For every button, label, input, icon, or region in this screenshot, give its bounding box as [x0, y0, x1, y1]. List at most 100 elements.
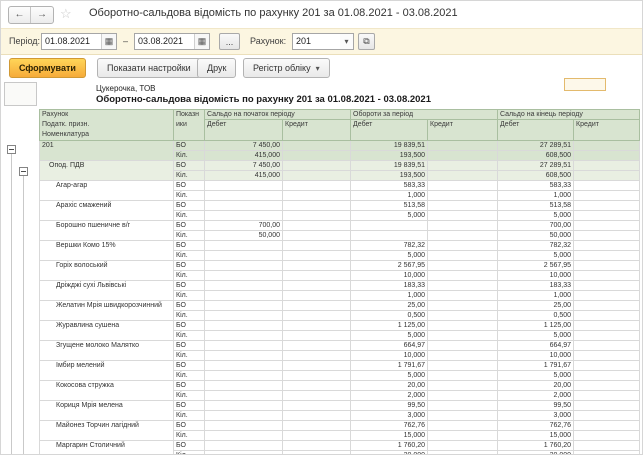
indicator-cell[interactable]: БО	[173, 200, 205, 211]
value-cell[interactable]: 664,97	[497, 340, 575, 351]
value-cell[interactable]: 1 760,20	[350, 440, 429, 451]
value-cell[interactable]	[204, 300, 283, 311]
value-cell[interactable]	[427, 180, 499, 191]
item-name-cell[interactable]: Кориця Мрія мелена	[39, 400, 174, 421]
value-cell[interactable]	[281, 390, 352, 401]
value-cell[interactable]	[427, 190, 499, 201]
value-cell[interactable]	[573, 450, 641, 454]
value-cell[interactable]: 10,000	[350, 350, 429, 361]
value-cell[interactable]: 415,000	[204, 170, 283, 181]
value-cell[interactable]	[281, 180, 352, 191]
register-menu-button[interactable]: Регістр обліку ▾	[243, 58, 330, 78]
indicator-cell[interactable]: БО	[173, 340, 205, 351]
value-cell[interactable]: 5,000	[350, 330, 429, 341]
account-value[interactable]: 201	[296, 36, 312, 46]
value-cell[interactable]: 183,33	[497, 280, 575, 291]
value-cell[interactable]	[427, 250, 499, 261]
value-cell[interactable]	[281, 360, 352, 371]
value-cell[interactable]: 5,000	[350, 370, 429, 381]
forward-icon[interactable]: →	[31, 7, 53, 23]
item-name-cell[interactable]: Кокосова стружка	[39, 380, 174, 401]
value-cell[interactable]	[281, 200, 352, 211]
indicator-cell[interactable]: Кіл.	[173, 430, 205, 441]
date-to-value[interactable]: 03.08.2021	[138, 36, 184, 46]
value-cell[interactable]	[281, 160, 352, 171]
indicator-cell[interactable]: БО	[173, 280, 205, 291]
indicator-cell[interactable]: Кіл.	[173, 450, 205, 454]
value-cell[interactable]	[204, 320, 283, 331]
item-name-cell[interactable]: Борошно пшеничне в/г	[39, 220, 174, 241]
value-cell[interactable]: 0,500	[497, 310, 575, 321]
value-cell[interactable]	[573, 190, 641, 201]
value-cell[interactable]: 193,500	[350, 170, 429, 181]
value-cell[interactable]	[573, 170, 641, 181]
value-cell[interactable]: 99,50	[497, 400, 575, 411]
value-cell[interactable]: 1,000	[497, 290, 575, 301]
value-cell[interactable]	[281, 440, 352, 451]
indicator-cell[interactable]: Кіл.	[173, 270, 205, 281]
value-cell[interactable]: 27 289,51	[497, 140, 575, 151]
value-cell[interactable]	[573, 140, 641, 151]
value-cell[interactable]	[427, 450, 499, 454]
value-cell[interactable]	[573, 230, 641, 241]
value-cell[interactable]	[281, 310, 352, 321]
value-cell[interactable]: 608,500	[497, 150, 575, 161]
value-cell[interactable]	[427, 310, 499, 321]
value-cell[interactable]	[427, 320, 499, 331]
value-cell[interactable]	[427, 210, 499, 221]
value-cell[interactable]: 0,500	[350, 310, 429, 321]
value-cell[interactable]	[573, 310, 641, 321]
calendar-icon[interactable]: ▦	[101, 34, 116, 49]
value-cell[interactable]	[204, 400, 283, 411]
value-cell[interactable]	[204, 260, 283, 271]
value-cell[interactable]	[427, 200, 499, 211]
value-cell[interactable]: 2,000	[350, 390, 429, 401]
indicator-cell[interactable]: Кіл.	[173, 210, 205, 221]
value-cell[interactable]	[573, 360, 641, 371]
value-cell[interactable]: 782,32	[350, 240, 429, 251]
value-cell[interactable]: 10,000	[497, 270, 575, 281]
calendar-icon[interactable]: ▦	[194, 34, 209, 49]
value-cell[interactable]	[573, 180, 641, 191]
item-name-cell[interactable]: Майонез Торчин лагідний	[39, 420, 174, 441]
value-cell[interactable]	[204, 180, 283, 191]
indicator-cell[interactable]: БО	[173, 260, 205, 271]
value-cell[interactable]: 15,000	[350, 430, 429, 441]
value-cell[interactable]	[573, 420, 641, 431]
value-cell[interactable]	[281, 320, 352, 331]
value-cell[interactable]	[204, 390, 283, 401]
indicator-cell[interactable]: БО	[173, 380, 205, 391]
value-cell[interactable]	[427, 370, 499, 381]
value-cell[interactable]: 1 125,00	[350, 320, 429, 331]
value-cell[interactable]	[281, 170, 352, 181]
value-cell[interactable]: 3,000	[350, 410, 429, 421]
value-cell[interactable]	[281, 150, 352, 161]
value-cell[interactable]	[573, 320, 641, 331]
value-cell[interactable]	[281, 450, 352, 454]
value-cell[interactable]: 762,76	[497, 420, 575, 431]
value-cell[interactable]	[573, 270, 641, 281]
value-cell[interactable]	[427, 140, 499, 151]
period-more-button[interactable]: ...	[219, 33, 240, 50]
value-cell[interactable]	[204, 250, 283, 261]
value-cell[interactable]	[204, 350, 283, 361]
value-cell[interactable]: 5,000	[497, 370, 575, 381]
value-cell[interactable]	[573, 330, 641, 341]
value-cell[interactable]	[204, 290, 283, 301]
value-cell[interactable]	[281, 210, 352, 221]
value-cell[interactable]	[427, 340, 499, 351]
item-name-cell[interactable]: Журавлина сушена	[39, 320, 174, 341]
value-cell[interactable]	[573, 380, 641, 391]
value-cell[interactable]: 25,00	[497, 300, 575, 311]
value-cell[interactable]	[427, 400, 499, 411]
indicator-cell[interactable]: Кіл.	[173, 190, 205, 201]
value-cell[interactable]	[427, 330, 499, 341]
value-cell[interactable]	[427, 270, 499, 281]
value-cell[interactable]	[427, 160, 499, 171]
value-cell[interactable]: 1 760,20	[497, 440, 575, 451]
value-cell[interactable]	[427, 260, 499, 271]
value-cell[interactable]: 1 125,00	[497, 320, 575, 331]
indicator-cell[interactable]: БО	[173, 320, 205, 331]
value-cell[interactable]	[573, 400, 641, 411]
generate-button[interactable]: Сформувати	[9, 58, 86, 78]
